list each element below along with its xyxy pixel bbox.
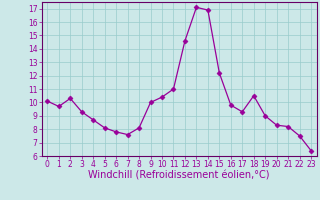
X-axis label: Windchill (Refroidissement éolien,°C): Windchill (Refroidissement éolien,°C) xyxy=(88,171,270,181)
